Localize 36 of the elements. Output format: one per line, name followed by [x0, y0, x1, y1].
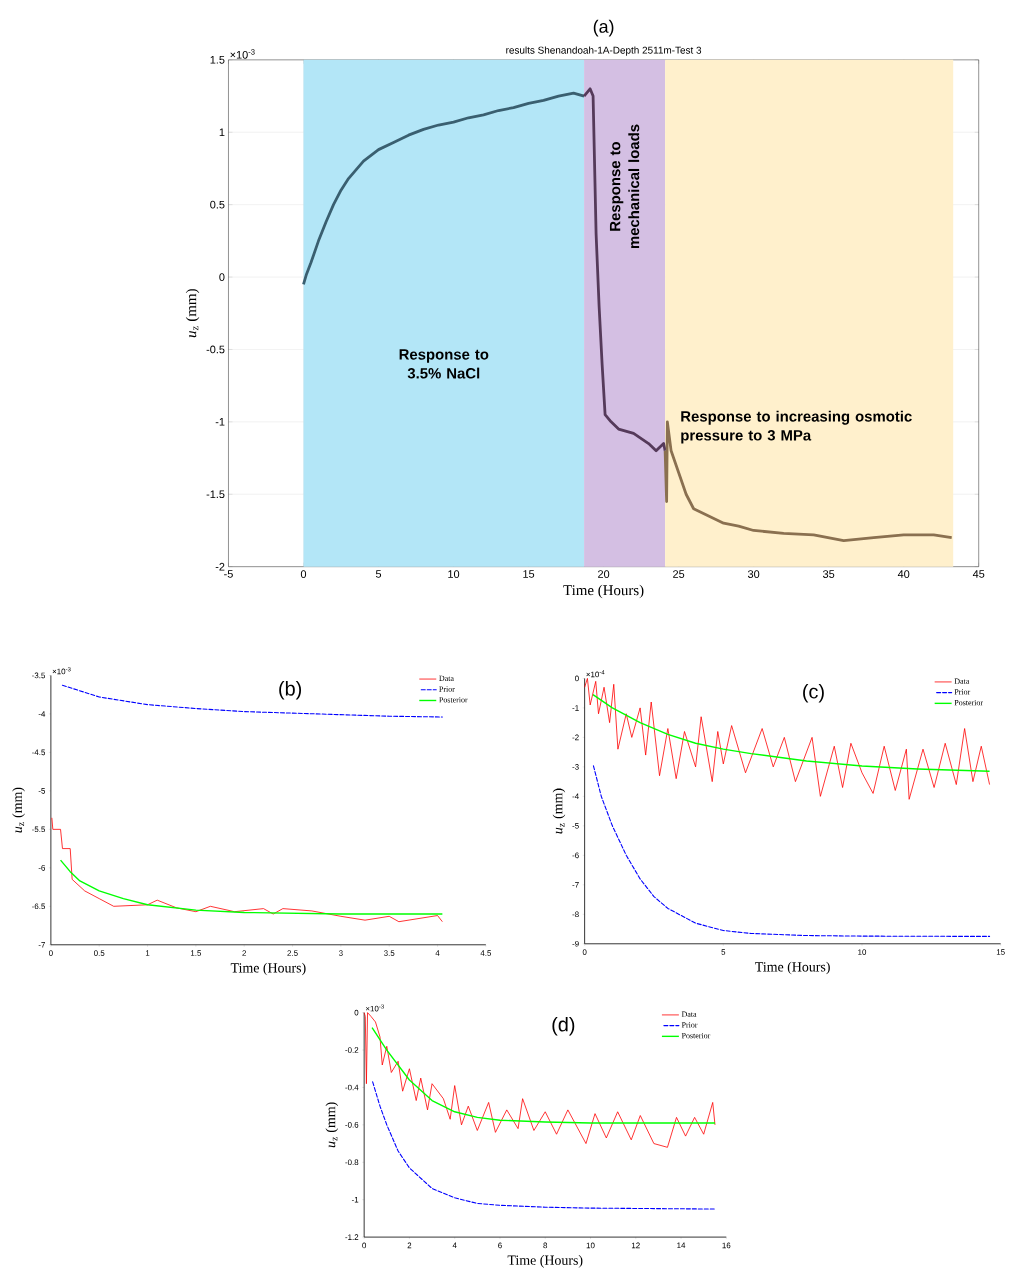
x-tick-label: 45	[973, 570, 985, 578]
chart-title: (d)	[552, 1016, 575, 1036]
x-axis-title: Time (Hours)	[755, 961, 831, 975]
band-label: Response to increasing osmotic pressure to 3 MPa	[681, 410, 912, 444]
x-axis-title: Time (Hours)	[230, 962, 306, 976]
y-axis-title: u$_{z}$ (mm)	[185, 289, 200, 338]
x-tick-label: 15	[523, 570, 535, 578]
text: ×10$^{-3}$	[230, 49, 255, 59]
y-tick-label: 0.5	[210, 200, 225, 209]
y-axis-title: u$_{z}$ (mm)	[552, 788, 566, 834]
x-axis-title: Time (Hours)	[563, 584, 644, 599]
y-tick-label: 0	[219, 273, 225, 281]
x-tick-label: 40	[898, 570, 910, 578]
chart-title: (c)	[803, 683, 824, 703]
band-label: Response to mechanical loads	[610, 124, 640, 249]
y-tick-label: -1.5	[206, 490, 225, 499]
band-label: Response to 3.5% NaCl	[399, 349, 489, 379]
y-tick-label: -0.5	[206, 345, 225, 354]
chart-subtitle: results Shenandoah-1A-Depth 2511m-Test 3	[506, 46, 702, 56]
x-tick-label: 30	[748, 570, 760, 578]
x-tick-label: -5	[224, 570, 234, 578]
x-tick-label: 35	[823, 570, 835, 578]
y-tick-label: -1	[215, 418, 225, 426]
x-tick-label: 25	[673, 570, 685, 578]
x-axis-title: Time (Hours)	[507, 1255, 583, 1268]
y-axis-title: u$_{z}$ (mm)	[325, 1102, 339, 1148]
x-tick-label: 20	[598, 570, 610, 578]
y-tick-label: 1.5	[210, 56, 225, 64]
chart-title: (b)	[279, 681, 302, 700]
y-tick-label: -2	[215, 562, 225, 571]
x-tick-label: 5	[376, 570, 382, 578]
x-tick-label: 10	[448, 570, 460, 578]
x-tick-label: 0	[301, 570, 307, 578]
y-axis-title: u$_{z}$ (mm)	[12, 787, 26, 833]
chart-title: (a)	[593, 19, 614, 37]
y-tick-label: 1	[219, 128, 225, 137]
